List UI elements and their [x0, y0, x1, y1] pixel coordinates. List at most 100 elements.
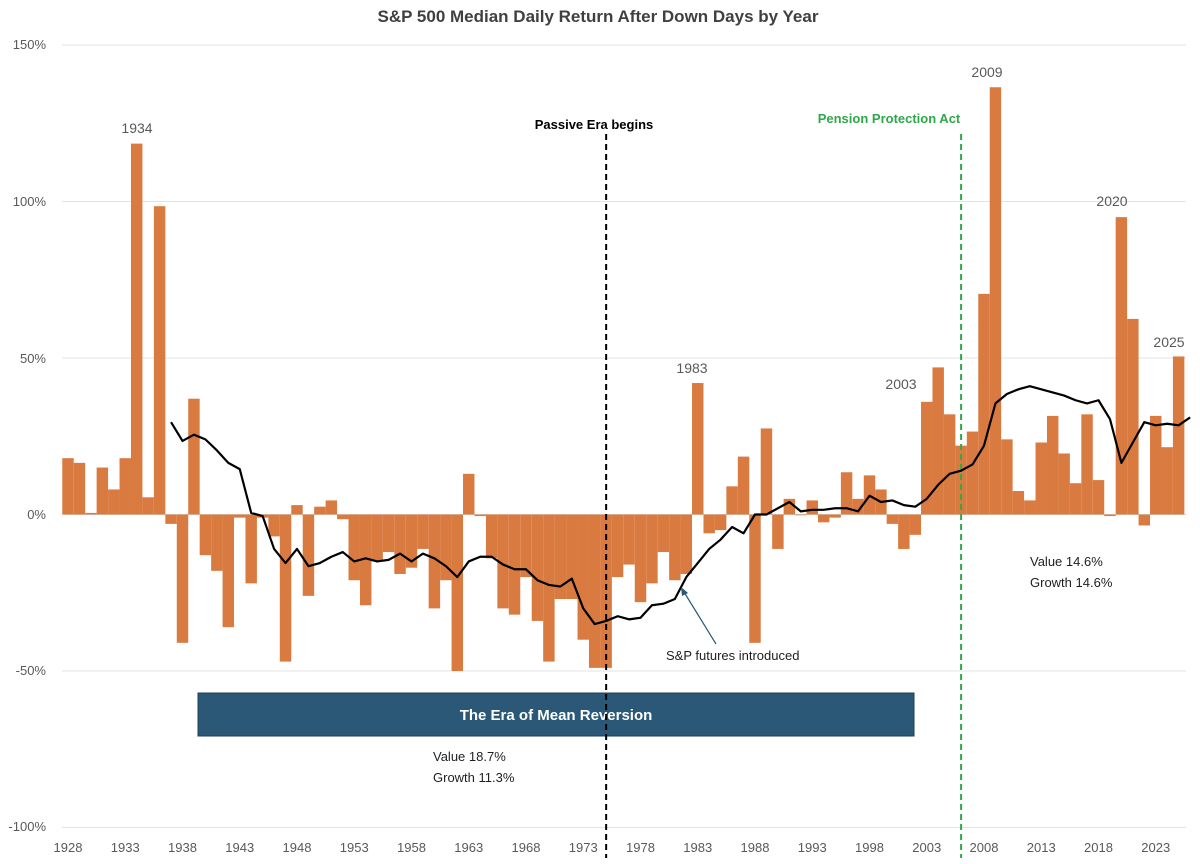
- pension-act-label: Pension Protection Act: [818, 111, 961, 126]
- bar-1984: [703, 514, 715, 534]
- bar-1979: [646, 514, 658, 584]
- bar-2006: [955, 445, 967, 515]
- bar-2008: [978, 293, 990, 515]
- year-label-1983: 1983: [676, 360, 707, 376]
- bar-1990: [772, 514, 784, 549]
- bar-1939: [188, 398, 200, 515]
- bar-2020: [1115, 217, 1128, 515]
- bar-1940: [199, 514, 212, 556]
- bar-2001: [898, 514, 910, 549]
- x-tick-label: 1938: [168, 840, 197, 855]
- bar-2000: [886, 514, 899, 524]
- year-label-2009: 2009: [971, 64, 1002, 80]
- x-axis: 1928 1933 1938 1943 1948 1953 1958 1963 1968 1973…: [54, 840, 1171, 855]
- bar-2002: [909, 514, 922, 535]
- x-tick-label: 1973: [569, 840, 598, 855]
- bar-1994: [817, 514, 830, 523]
- x-tick-label: 2018: [1084, 840, 1113, 855]
- year-label-2020: 2020: [1096, 193, 1127, 209]
- bar-1929: [73, 462, 86, 515]
- bar-1958: [405, 514, 418, 568]
- bar-1948: [291, 505, 303, 515]
- bar-1943: [234, 514, 246, 518]
- bar-1965: [485, 514, 498, 559]
- y-tick-label: 150%: [13, 37, 47, 52]
- x-tick-label: 1953: [340, 840, 369, 855]
- bar-1933: [119, 458, 131, 515]
- bar-1946: [268, 514, 280, 537]
- bar-1976: [611, 514, 624, 578]
- bar-series: [62, 87, 1185, 671]
- bar-2024: [1161, 447, 1173, 515]
- bar-1997: [852, 498, 864, 515]
- x-tick-label: 1928: [54, 840, 83, 855]
- year-label-2025: 2025: [1153, 334, 1184, 350]
- x-tick-label: 1988: [741, 840, 770, 855]
- year-label-2003: 2003: [885, 376, 916, 392]
- bar-1967: [508, 514, 521, 615]
- bar-1957: [394, 514, 406, 574]
- bar-1956: [382, 514, 395, 553]
- x-tick-label: 1963: [454, 840, 483, 855]
- bar-1934: [130, 143, 143, 515]
- bar-1973: [577, 514, 589, 640]
- y-axis: 150% 100% 50% 0% -50% -100%: [8, 37, 46, 834]
- x-tick-label: 2008: [970, 840, 999, 855]
- x-tick-label: 2003: [912, 840, 941, 855]
- futures-annotation: S&P futures introduced: [666, 648, 799, 663]
- bar-2005: [943, 414, 956, 515]
- x-tick-label: 1998: [855, 840, 884, 855]
- x-tick-label: 1958: [397, 840, 426, 855]
- bar-1938: [176, 514, 189, 643]
- bar-1937: [165, 514, 177, 524]
- bar-1970: [543, 514, 555, 662]
- bar-1966: [497, 514, 509, 609]
- bar-1971: [554, 514, 567, 600]
- bar-1932: [108, 489, 120, 515]
- x-tick-label: 1948: [283, 840, 312, 855]
- bar-1981: [669, 514, 681, 581]
- bar-1947: [279, 514, 292, 662]
- bar-2023: [1150, 415, 1162, 515]
- bar-2010: [1001, 439, 1013, 515]
- bar-1983: [692, 383, 704, 515]
- bar-2019: [1104, 514, 1116, 517]
- rolling-average-line: [170, 385, 1191, 626]
- bar-1969: [531, 514, 544, 621]
- x-tick-label: 1978: [626, 840, 655, 855]
- y-tick-label: 50%: [20, 351, 46, 366]
- bar-1991: [783, 498, 796, 515]
- bar-1974: [588, 514, 601, 668]
- bar-1972: [566, 514, 578, 600]
- bar-2007: [966, 431, 979, 515]
- y-tick-label: -50%: [16, 663, 47, 678]
- bar-2014: [1046, 415, 1059, 515]
- bar-1993: [806, 500, 818, 515]
- bar-2015: [1058, 453, 1070, 515]
- bar-1982: [680, 514, 693, 574]
- era-box-label: The Era of Mean Reversion: [460, 707, 653, 724]
- bar-2025: [1172, 356, 1185, 515]
- bar-1936: [153, 206, 166, 515]
- year-label-1934: 1934: [121, 120, 152, 136]
- x-tick-label: 2023: [1141, 840, 1170, 855]
- bar-1964: [474, 514, 486, 517]
- bar-2013: [1035, 442, 1047, 515]
- era-box: [197, 692, 915, 737]
- bar-2021: [1127, 318, 1139, 515]
- bar-1944: [245, 514, 257, 584]
- bar-1975: [600, 514, 612, 668]
- bar-1951: [325, 500, 338, 515]
- futures-arrowhead: [681, 587, 688, 596]
- bar-1955: [371, 514, 383, 562]
- bar-2017: [1081, 414, 1093, 515]
- y-tick-label: 100%: [13, 194, 47, 209]
- bar-2012: [1024, 500, 1036, 515]
- bar-1959: [417, 514, 429, 549]
- growth-right-annotation: Growth 14.6%: [1030, 575, 1113, 590]
- value-right-annotation: Value 14.6%: [1030, 554, 1103, 569]
- value-left-annotation: Value 18.7%: [433, 749, 506, 764]
- bar-1985: [714, 514, 727, 531]
- bar-1992: [795, 514, 807, 516]
